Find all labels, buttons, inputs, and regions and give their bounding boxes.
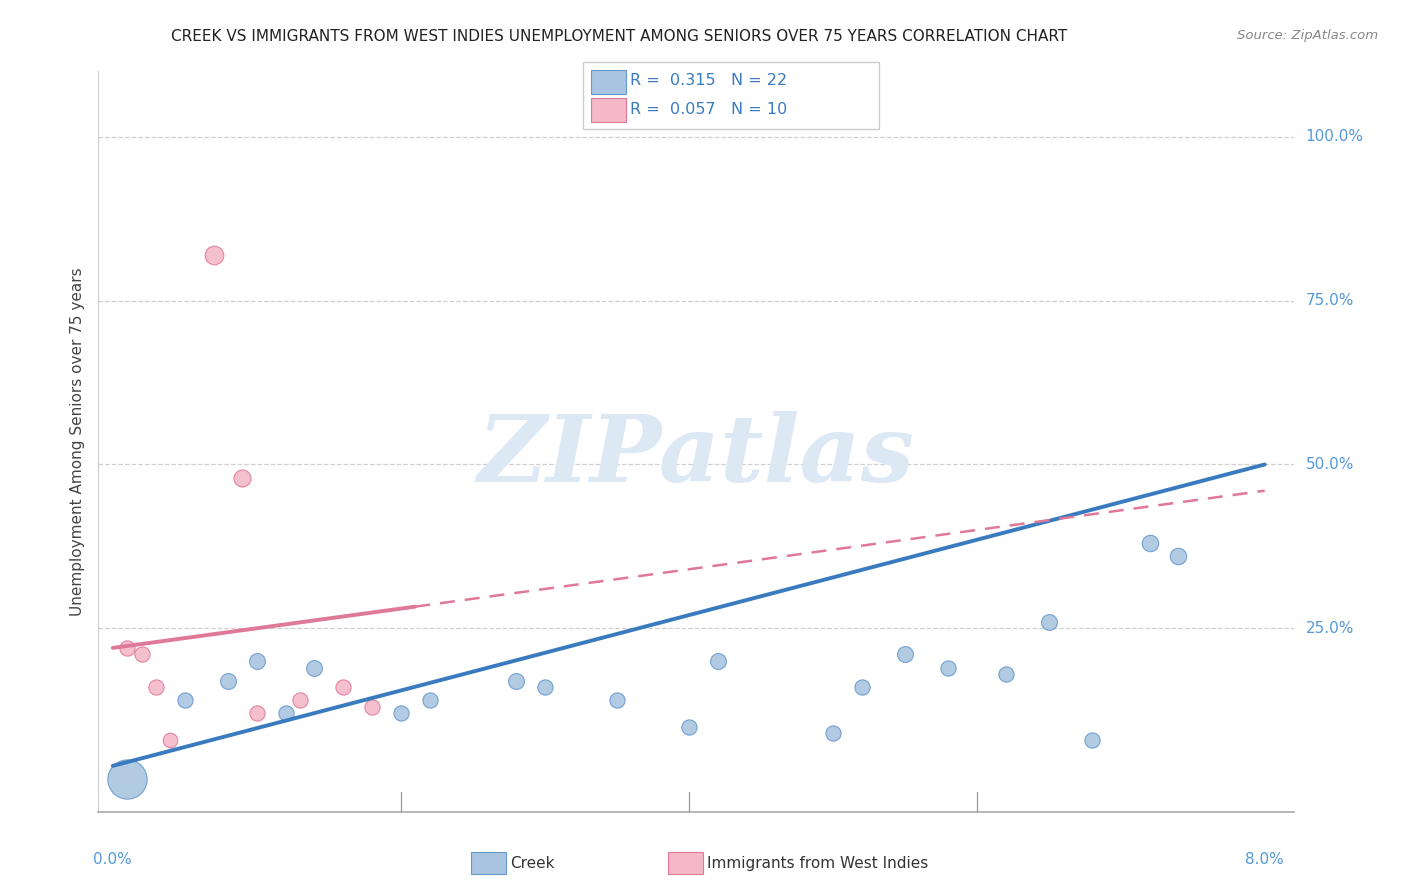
Point bbox=[131, 648, 153, 662]
Text: 8.0%: 8.0% bbox=[1246, 853, 1284, 867]
Text: 0.0%: 0.0% bbox=[93, 853, 132, 867]
Point bbox=[419, 693, 441, 707]
Point bbox=[246, 706, 269, 721]
Point bbox=[533, 680, 555, 694]
Point bbox=[1167, 549, 1189, 564]
Text: 25.0%: 25.0% bbox=[1306, 621, 1354, 636]
Point bbox=[706, 654, 728, 668]
Text: Immigrants from West Indies: Immigrants from West Indies bbox=[707, 856, 928, 871]
Text: Source: ZipAtlas.com: Source: ZipAtlas.com bbox=[1237, 29, 1378, 42]
Point bbox=[145, 680, 167, 694]
Point bbox=[231, 470, 253, 484]
Point bbox=[1139, 536, 1161, 550]
Point bbox=[288, 693, 311, 707]
Text: Creek: Creek bbox=[510, 856, 555, 871]
Point bbox=[159, 732, 181, 747]
Point bbox=[1038, 615, 1060, 629]
Text: CREEK VS IMMIGRANTS FROM WEST INDIES UNEMPLOYMENT AMONG SENIORS OVER 75 YEARS CO: CREEK VS IMMIGRANTS FROM WEST INDIES UNE… bbox=[170, 29, 1067, 44]
Point bbox=[202, 248, 225, 262]
Point bbox=[115, 772, 138, 786]
Point bbox=[389, 706, 412, 721]
Text: 100.0%: 100.0% bbox=[1306, 129, 1364, 145]
Point bbox=[246, 654, 269, 668]
Point bbox=[505, 673, 527, 688]
Point bbox=[217, 673, 239, 688]
Point bbox=[1081, 732, 1104, 747]
Text: 75.0%: 75.0% bbox=[1306, 293, 1354, 308]
Point bbox=[936, 660, 959, 674]
Point bbox=[678, 720, 700, 734]
Text: R =  0.057   N = 10: R = 0.057 N = 10 bbox=[630, 103, 787, 117]
Point bbox=[274, 706, 297, 721]
Point bbox=[893, 648, 915, 662]
Y-axis label: Unemployment Among Seniors over 75 years: Unemployment Among Seniors over 75 years bbox=[69, 268, 84, 615]
Point bbox=[173, 693, 195, 707]
Text: ZIPatlas: ZIPatlas bbox=[478, 411, 914, 501]
Point bbox=[115, 640, 138, 655]
Point bbox=[994, 667, 1017, 681]
Point bbox=[851, 680, 873, 694]
Text: 50.0%: 50.0% bbox=[1306, 457, 1354, 472]
Point bbox=[606, 693, 628, 707]
Text: R =  0.315   N = 22: R = 0.315 N = 22 bbox=[630, 73, 787, 87]
Point bbox=[361, 699, 384, 714]
Point bbox=[332, 680, 354, 694]
Point bbox=[821, 726, 844, 740]
Point bbox=[304, 660, 326, 674]
